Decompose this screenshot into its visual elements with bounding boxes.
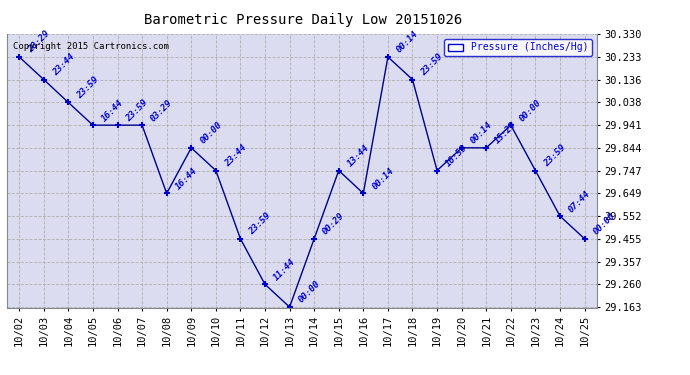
Text: 00:00: 00:00 bbox=[297, 279, 322, 305]
Legend: Pressure (Inches/Hg): Pressure (Inches/Hg) bbox=[444, 39, 592, 56]
Text: 23:59: 23:59 bbox=[542, 143, 568, 168]
Text: 23:59: 23:59 bbox=[75, 75, 101, 100]
Text: 23:59: 23:59 bbox=[248, 211, 273, 237]
Text: 16:44: 16:44 bbox=[100, 98, 126, 123]
Text: Copyright 2015 Cartronics.com: Copyright 2015 Cartronics.com bbox=[13, 42, 168, 51]
Text: 15:29: 15:29 bbox=[493, 120, 519, 146]
Text: 07:44: 07:44 bbox=[567, 189, 592, 214]
Text: 00:00: 00:00 bbox=[591, 211, 617, 237]
Text: Barometric Pressure Daily Low 20151026: Barometric Pressure Daily Low 20151026 bbox=[144, 13, 463, 27]
Text: 03:29: 03:29 bbox=[149, 98, 175, 123]
Text: 00:14: 00:14 bbox=[469, 120, 494, 146]
Text: 16:59: 16:59 bbox=[444, 143, 469, 168]
Text: 00:00: 00:00 bbox=[198, 120, 224, 146]
Text: 13:44: 13:44 bbox=[346, 143, 371, 168]
Text: 00:00: 00:00 bbox=[518, 98, 543, 123]
Text: 23:59: 23:59 bbox=[124, 98, 150, 123]
Text: 20:29: 20:29 bbox=[26, 29, 52, 55]
Text: 00:14: 00:14 bbox=[395, 29, 420, 55]
Text: 23:44: 23:44 bbox=[51, 52, 76, 77]
Text: 00:14: 00:14 bbox=[371, 166, 395, 191]
Text: 23:59: 23:59 bbox=[420, 52, 445, 77]
Text: 16:44: 16:44 bbox=[174, 166, 199, 191]
Text: 11:44: 11:44 bbox=[272, 257, 297, 282]
Text: 00:29: 00:29 bbox=[321, 211, 346, 237]
Text: 23:44: 23:44 bbox=[223, 143, 248, 168]
